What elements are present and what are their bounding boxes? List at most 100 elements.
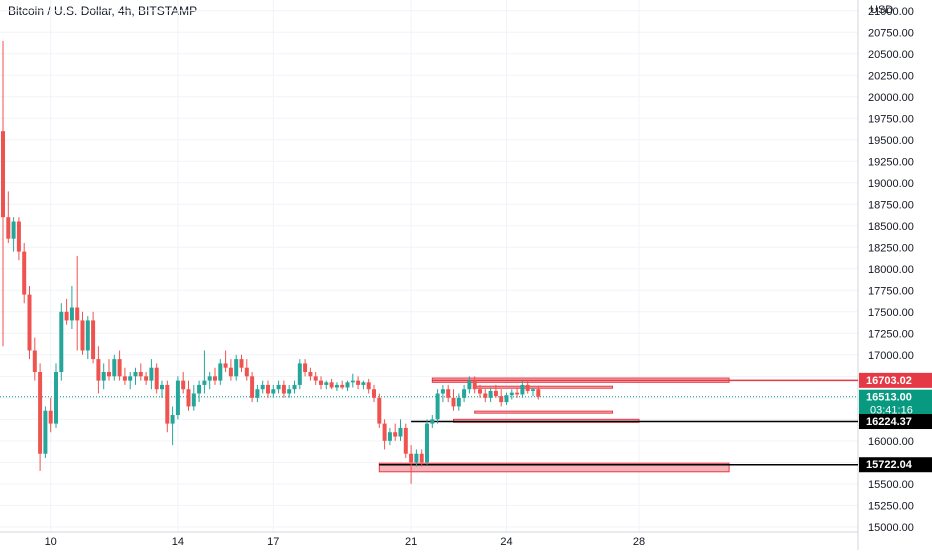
candle-body[interactable] [11,221,16,239]
candle-body[interactable] [430,419,435,424]
candle-body[interactable] [377,397,382,424]
candle-body[interactable] [440,389,445,394]
candle-body[interactable] [191,393,196,407]
candle-body[interactable] [181,380,186,390]
candle-body[interactable] [43,410,48,454]
candle-body[interactable] [372,389,376,398]
candle-body[interactable] [228,367,233,377]
candle-body[interactable] [234,359,239,377]
candle-body[interactable] [435,393,440,420]
candle-body[interactable] [531,389,535,391]
candle-body[interactable] [297,363,302,385]
candle-body[interactable] [138,372,143,377]
candle-body[interactable] [266,384,270,394]
candle-body[interactable] [69,307,74,321]
candle-body[interactable] [128,376,133,381]
candle-body[interactable] [101,372,106,381]
candle-body[interactable] [64,311,69,321]
candle-body[interactable] [6,217,11,239]
candle-body[interactable] [271,389,276,394]
candle-body[interactable] [255,389,260,398]
candle-body[interactable] [446,389,451,398]
candle-body[interactable] [393,432,398,437]
candle-body[interactable] [75,307,80,321]
candle-body[interactable] [356,380,361,385]
candle-body[interactable] [324,382,329,385]
candle-body[interactable] [483,393,488,398]
candle-body[interactable] [213,376,217,381]
candle-body[interactable] [520,384,525,395]
candle-body[interactable] [525,384,530,391]
candle-body[interactable] [80,320,85,351]
candle-body[interactable] [382,423,387,441]
candle-body[interactable] [340,384,345,388]
candle-body[interactable] [319,380,323,385]
candle-body[interactable] [96,359,101,381]
candle-body[interactable] [361,382,366,385]
candle-body[interactable] [467,380,472,390]
candle-body[interactable] [244,367,249,377]
candle-body[interactable] [223,363,228,368]
candle-body[interactable] [414,453,419,463]
candle-body[interactable] [27,294,32,351]
candle-body[interactable] [59,311,64,373]
candle-body[interactable] [85,320,90,351]
candle-body[interactable] [345,382,350,388]
candle-body[interactable] [144,376,149,381]
candle-body[interactable] [218,363,223,381]
candle-body[interactable] [493,390,498,397]
candle-body[interactable] [504,395,509,403]
candle-body[interactable] [419,453,424,463]
candle-body[interactable] [472,380,477,390]
candle-body[interactable] [509,392,514,396]
candle-body[interactable] [488,390,493,398]
candle-body[interactable] [133,372,138,377]
candle-body[interactable] [32,350,37,373]
candle-body[interactable] [250,376,255,398]
candle-body[interactable] [276,384,281,390]
candle-body[interactable] [260,384,265,390]
candle-body[interactable] [409,453,414,463]
candle-body[interactable] [154,367,159,390]
candle-body[interactable] [313,376,318,381]
candle-body[interactable] [175,380,180,416]
candle-body[interactable] [515,392,520,395]
candle-body[interactable] [117,359,122,377]
candle-body[interactable] [122,376,127,381]
candle-body[interactable] [281,384,286,394]
candle-body[interactable] [54,372,58,424]
candle-body[interactable] [207,376,212,381]
candle-body[interactable] [186,389,191,407]
candle-body[interactable] [170,415,175,424]
candle-body[interactable] [499,396,504,403]
candle-body[interactable] [329,382,334,388]
zone-lower-zone[interactable] [378,462,730,473]
candle-body[interactable] [303,363,308,373]
candle-body[interactable] [403,427,408,454]
candle-body[interactable] [202,380,207,385]
candle-body[interactable] [387,432,392,441]
candle-body[interactable] [112,359,117,377]
candle-body[interactable] [149,367,154,381]
candle-body[interactable] [292,384,297,390]
candle-body[interactable] [239,359,244,368]
candle-body[interactable] [398,427,403,437]
candle-body[interactable] [287,389,292,394]
candle-body[interactable] [478,389,482,394]
candle-body[interactable] [197,384,202,394]
candle-body[interactable] [16,221,21,252]
candle-body[interactable] [91,320,96,360]
candle-body[interactable] [425,423,429,463]
candle-body[interactable] [48,410,53,424]
candle-body[interactable] [1,131,5,218]
zone-range-bottom[interactable] [474,410,614,414]
candle-body[interactable] [536,389,541,397]
candle-body[interactable] [456,397,461,407]
candle-body[interactable] [22,251,27,295]
zone-range-top[interactable] [474,385,614,389]
candle-body[interactable] [334,384,339,388]
candle-body[interactable] [160,384,164,390]
candle-body[interactable] [451,397,456,407]
